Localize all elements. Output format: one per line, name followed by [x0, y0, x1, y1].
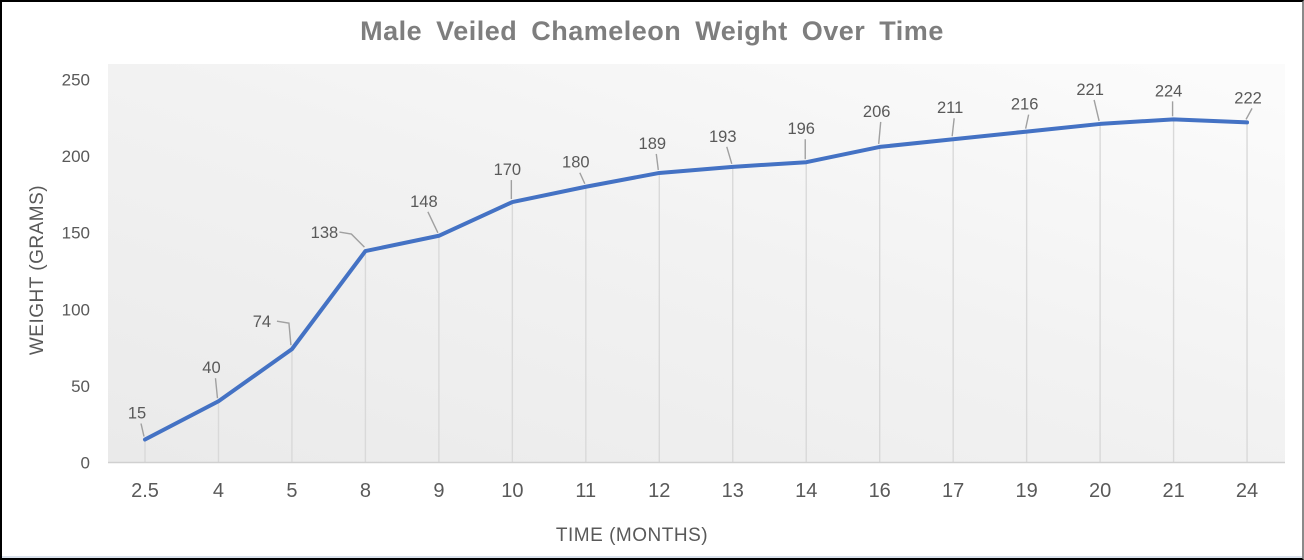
data-point-label: 148	[410, 193, 438, 211]
data-label-leader-line	[140, 423, 145, 437]
y-tick-label: 0	[81, 454, 90, 473]
data-point-label: 222	[1234, 89, 1262, 107]
x-tick-label: 19	[1016, 480, 1038, 502]
x-tick-label: 11	[575, 480, 596, 502]
x-tick-label: 4	[213, 480, 224, 502]
data-point-label: 193	[709, 128, 737, 146]
data-label-leader-line	[214, 378, 219, 399]
x-tick-label: 9	[433, 480, 444, 502]
y-tick-label: 200	[62, 147, 90, 166]
data-label-leader-line	[878, 121, 882, 144]
data-label-leader-line	[276, 320, 292, 346]
chart-title: Male Veiled Chameleon Weight Over Time	[360, 16, 944, 46]
data-point-label: 221	[1076, 81, 1104, 99]
data-label-leader-line	[427, 211, 439, 234]
x-tick-label: 2.5	[131, 480, 159, 502]
data-label-leader-line	[1093, 99, 1100, 122]
x-tick-label: 20	[1089, 480, 1111, 502]
data-label-leader-line	[951, 118, 955, 137]
window-bottom-edge	[2, 556, 1302, 558]
x-tick-label: 24	[1236, 480, 1258, 502]
data-point-label: 74	[253, 313, 271, 331]
y-axis-title: WEIGHT (GRAMS)	[27, 184, 48, 356]
data-label-leader-line	[339, 231, 365, 248]
x-tick-label: 12	[648, 480, 670, 502]
y-tick-label: 50	[71, 377, 90, 396]
data-label-leader-line	[579, 172, 586, 185]
data-point-label: 211	[937, 99, 963, 117]
x-tick-label: 10	[501, 480, 523, 502]
data-point-label: 206	[863, 103, 891, 121]
data-point-label: 180	[562, 154, 590, 172]
data-point-label: 224	[1155, 82, 1183, 100]
y-tick-label: 150	[62, 224, 90, 243]
plot-area	[108, 64, 1285, 463]
data-point-label: 15	[128, 405, 146, 423]
x-tick-label: 14	[795, 480, 817, 502]
data-point-label: 170	[494, 161, 522, 179]
x-tick-label: 5	[286, 480, 297, 502]
data-label-leader-line	[726, 146, 733, 165]
x-tick-label: 17	[942, 480, 964, 502]
data-point-label: 196	[787, 120, 815, 138]
x-tick-label: 13	[722, 480, 744, 502]
x-tick-label: 21	[1162, 480, 1184, 502]
data-label-leader-line	[1024, 114, 1030, 129]
y-tick-label: 250	[62, 71, 90, 90]
data-point-label: 189	[639, 135, 667, 153]
data-label-leader-line	[655, 153, 659, 171]
data-label-leader-line	[1245, 108, 1253, 120]
data-point-label: 138	[311, 224, 339, 242]
data-point-label: 216	[1011, 96, 1039, 114]
x-tick-label: 16	[869, 480, 891, 502]
x-axis-title: TIME (MONTHS)	[555, 525, 709, 546]
y-tick-label: 100	[62, 300, 90, 319]
series-line-weight	[143, 117, 1250, 442]
data-point-label: 40	[202, 359, 220, 377]
x-tick-label: 8	[360, 480, 371, 502]
